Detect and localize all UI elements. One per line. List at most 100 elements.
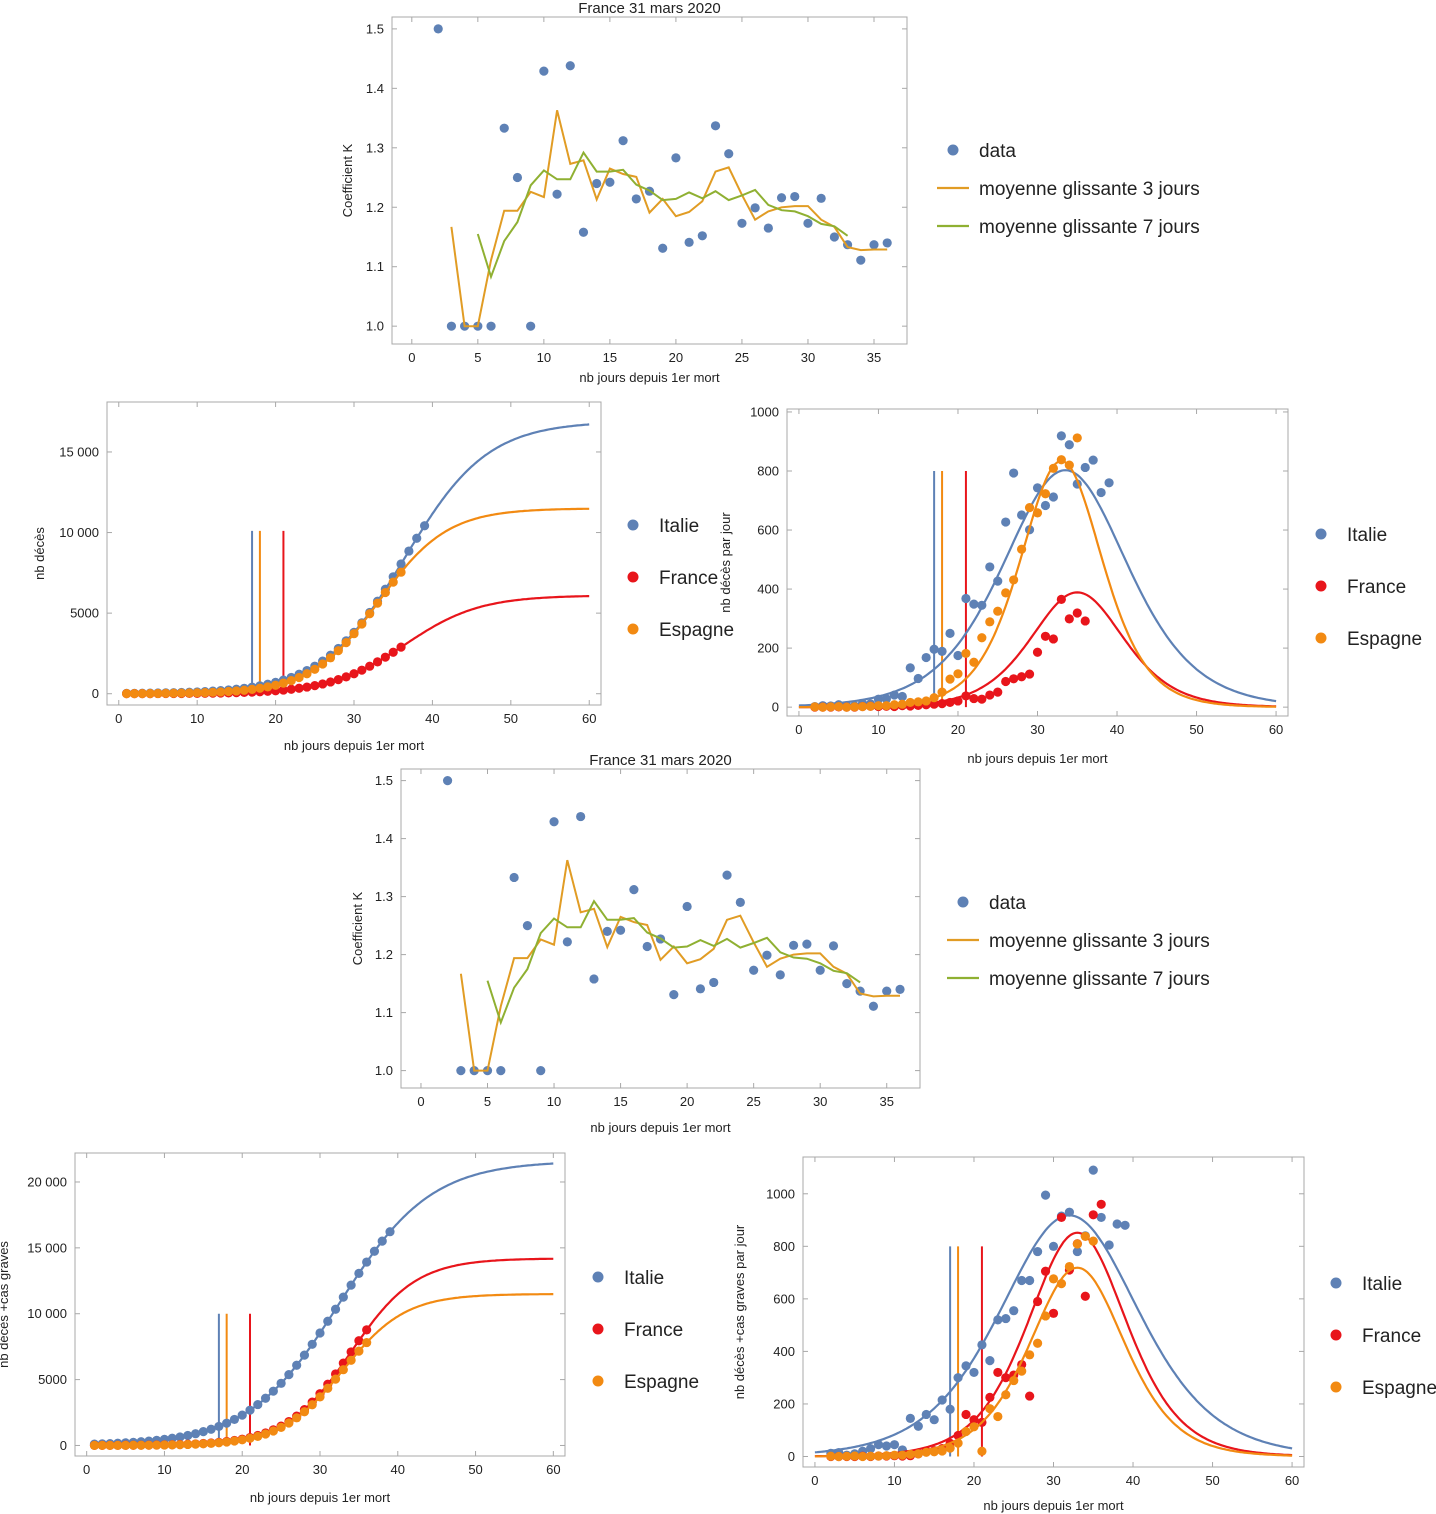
data-point <box>325 653 336 663</box>
x-tick-label: 40 <box>425 711 439 726</box>
data-point <box>97 1440 107 1450</box>
data-point <box>985 1392 995 1402</box>
data-point <box>1025 1391 1035 1401</box>
data-point <box>299 1407 310 1417</box>
data-point <box>578 227 589 237</box>
x-tick-label: 15 <box>603 350 617 365</box>
data-point <box>512 172 523 183</box>
data-point <box>278 685 289 695</box>
data-point <box>231 686 241 696</box>
data-point <box>1040 631 1051 641</box>
data-point <box>446 321 457 331</box>
legend-label: Italie <box>659 516 699 537</box>
data-point <box>921 652 931 663</box>
y-tick-label: 0 <box>92 686 99 701</box>
data-point <box>834 1451 844 1462</box>
y-tick-label: 400 <box>757 582 779 597</box>
data-point <box>388 577 398 587</box>
x-tick-label: 60 <box>1269 722 1283 737</box>
y-tick-label: 1.0 <box>366 319 384 334</box>
data-point <box>270 680 281 690</box>
legend-swatch <box>1330 1329 1342 1341</box>
data-point <box>330 1304 341 1314</box>
data-point <box>1064 460 1074 470</box>
data-point <box>167 1433 177 1443</box>
data-point <box>1056 594 1066 604</box>
series-line <box>476 150 849 280</box>
data-point <box>710 121 721 131</box>
data-point <box>1056 455 1066 465</box>
y-tick-label: 1.1 <box>366 259 384 274</box>
y-tick-label: 600 <box>757 523 779 538</box>
y-axis-label: nb décès +cas graves <box>0 1241 11 1368</box>
data-point <box>263 682 273 692</box>
data-point <box>239 685 249 695</box>
y-tick-label: 1.2 <box>375 947 393 962</box>
plot-frame <box>786 408 1289 717</box>
x-tick-label: 10 <box>871 722 885 737</box>
data-point <box>1025 1275 1035 1286</box>
x-tick-label: 15 <box>613 1094 627 1109</box>
data-point <box>1048 634 1059 644</box>
data-point <box>737 218 747 228</box>
x-axis-label: nb jours depuis 1er mort <box>590 1120 731 1135</box>
chart-title: France 31 mars 2020 <box>578 0 721 17</box>
data-point <box>834 701 844 712</box>
data-point <box>1072 608 1082 618</box>
data-point <box>709 977 719 988</box>
data-point <box>993 1367 1003 1378</box>
data-point <box>346 1347 356 1357</box>
chart-cum2: 0 10 20 30 40 50 60 0 5000 10 000 15 000 20 000 nb j… <box>0 1152 699 1505</box>
data-point <box>299 1350 310 1360</box>
data-point <box>961 593 971 604</box>
data-point <box>433 24 443 34</box>
data-point <box>294 672 304 683</box>
x-tick-label: 30 <box>313 1462 327 1477</box>
data-point <box>190 1439 201 1449</box>
x-tick-label: 30 <box>813 1094 827 1109</box>
data-point <box>750 203 760 213</box>
x-tick-label: 35 <box>879 1094 893 1109</box>
model-curve <box>94 1292 554 1447</box>
data-point <box>286 676 296 686</box>
data-point <box>1025 1350 1035 1360</box>
data-point <box>1032 483 1043 493</box>
data-point <box>790 191 800 202</box>
data-point <box>1048 1274 1059 1284</box>
y-tick-label: 800 <box>773 1239 795 1254</box>
data-point <box>849 702 860 712</box>
data-point <box>222 1418 232 1428</box>
data-point <box>605 177 615 187</box>
legend-swatch <box>627 623 639 635</box>
series-espagne <box>798 433 1277 712</box>
x-tick-label: 25 <box>735 350 749 365</box>
y-tick-label: 1000 <box>750 404 779 419</box>
data-point <box>302 682 312 692</box>
y-tick-label: 10 000 <box>27 1306 67 1321</box>
data-point <box>255 683 265 693</box>
data-point <box>307 1339 317 1349</box>
data-point <box>253 1399 263 1410</box>
data-point <box>380 587 390 598</box>
data-point <box>735 897 745 908</box>
plot-frame <box>74 1152 566 1457</box>
y-tick-label: 1.4 <box>375 831 393 846</box>
data-point <box>260 1429 271 1439</box>
legend: Italie France Espagne <box>627 516 734 641</box>
x-tick-label: 20 <box>680 1094 694 1109</box>
data-point <box>945 1404 955 1414</box>
data-point <box>526 321 536 331</box>
data-point <box>921 696 931 706</box>
data-point <box>372 657 383 667</box>
data-point <box>576 811 586 822</box>
data-point <box>803 218 813 228</box>
y-tick-label: 1.2 <box>366 200 384 215</box>
data-point <box>223 686 234 697</box>
data-point <box>549 817 559 827</box>
data-point <box>338 1292 348 1302</box>
data-point <box>816 193 826 203</box>
x-tick-label: 0 <box>83 1462 90 1477</box>
x-tick-label: 50 <box>1205 1473 1219 1488</box>
x-tick-label: 60 <box>582 711 596 726</box>
data-point <box>486 321 496 331</box>
